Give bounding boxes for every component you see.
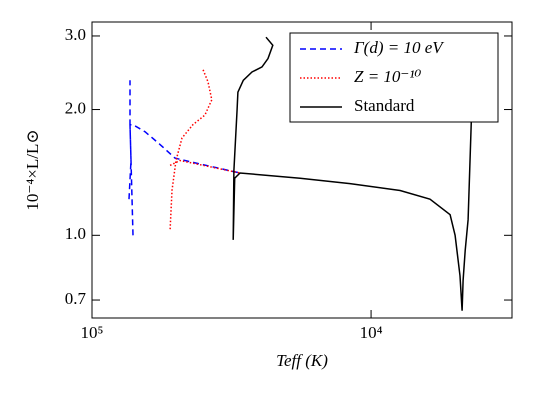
- legend-label: Γ(d) = 10 eV: [353, 38, 445, 57]
- y-tick-label: 2.0: [65, 98, 86, 117]
- legend-label: Standard: [354, 96, 415, 115]
- y-tick-label: 3.0: [65, 25, 86, 44]
- series-line: [232, 36, 475, 311]
- series-line: [128, 80, 241, 236]
- plot-frame: [91, 21, 513, 319]
- y-tick-label: 0.7: [65, 289, 87, 308]
- x-tick-label: 10⁵: [81, 323, 104, 342]
- series-line: [169, 69, 241, 230]
- legend-label: Z = 10⁻¹⁰: [354, 67, 421, 86]
- x-tick-label: 10⁴: [360, 323, 383, 342]
- y-tick-label: 1.0: [65, 224, 86, 243]
- y-axis-label: 10⁻⁴×L/L⊙: [23, 129, 42, 210]
- x-axis-label: Teff (K): [276, 351, 328, 370]
